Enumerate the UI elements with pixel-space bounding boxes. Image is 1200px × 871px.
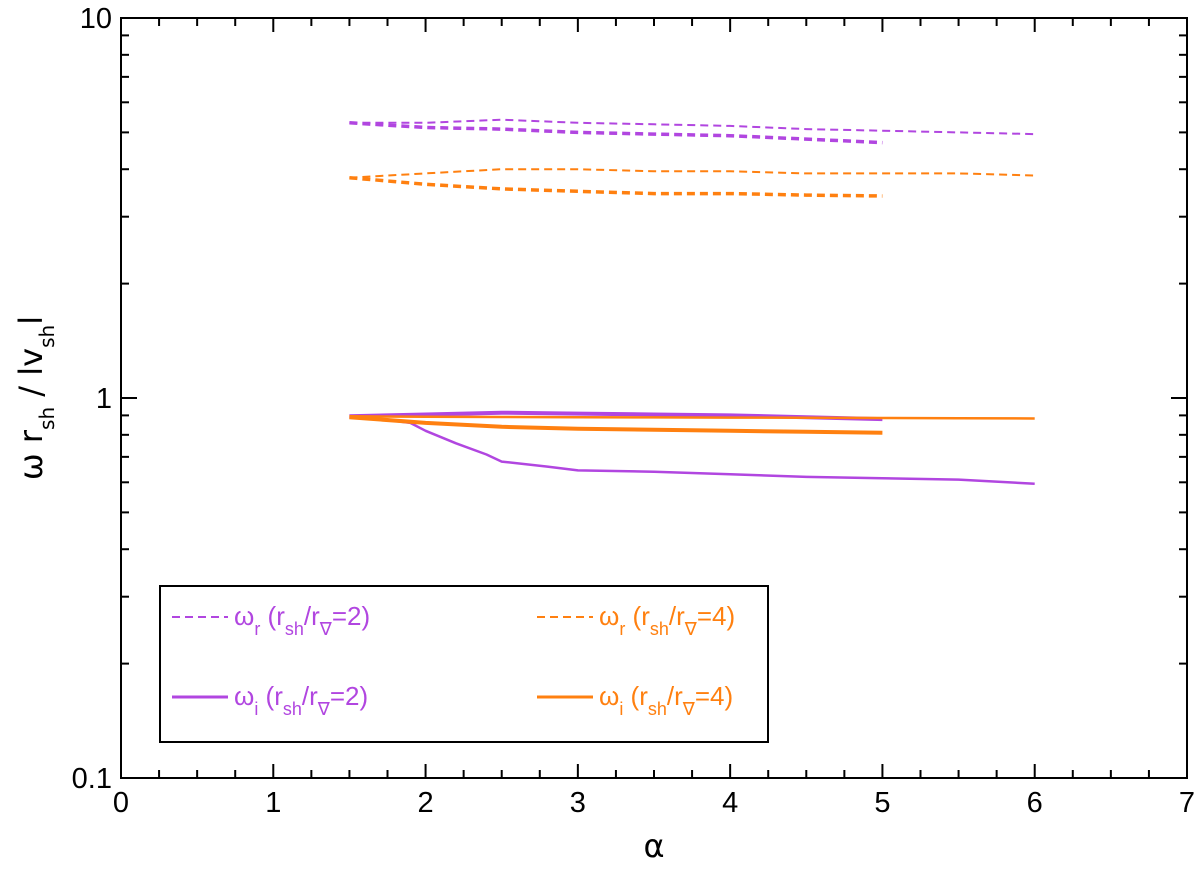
x-tick-label: 6 (1027, 787, 1043, 819)
x-tick-label: 5 (874, 787, 890, 819)
series-line-5 (349, 415, 1035, 485)
series-line-8 (349, 415, 883, 435)
legend-entry-label: ωr (rsh/r∇=4) (599, 601, 735, 639)
series-line-7 (349, 415, 1035, 420)
legend-entry-label: ωr (rsh/r∇=2) (234, 601, 370, 639)
x-tick-label: 4 (722, 787, 738, 819)
x-tick-label: 0 (113, 787, 129, 819)
ticks-layer (120, 17, 1188, 779)
legend-box (159, 585, 769, 743)
series-layer (349, 118, 1035, 485)
legend-entry-label: ωi (rsh/r∇=2) (234, 681, 368, 719)
x-tick-label: 2 (418, 787, 434, 819)
y-tick-label: 10 (80, 3, 112, 35)
y-tick-label: 0.1 (72, 763, 112, 795)
x-tick-label: 7 (1179, 787, 1195, 819)
series-line-4 (349, 175, 883, 198)
legend: ωr (rsh/r∇=2) ωr (rsh/r∇=4) ωi (rsh/r∇=2) ω… (159, 585, 769, 743)
series-line-3 (349, 168, 1035, 179)
x-tick-label: 3 (570, 787, 586, 819)
y-axis-title: ω rsh / lvshl (12, 316, 59, 480)
y-tick-label: 1 (96, 383, 112, 415)
x-axis-title: α (643, 827, 664, 865)
x-tick-label: 1 (265, 787, 281, 819)
labels-layer: 0 1 2 3 4 5 6 7 0.1 1 10 α ω rsh / lvshl (12, 3, 1195, 865)
series-line-1 (349, 118, 1035, 136)
series-line-2 (349, 121, 883, 145)
legend-entry-label: ωi (rsh/r∇=4) (599, 681, 733, 719)
